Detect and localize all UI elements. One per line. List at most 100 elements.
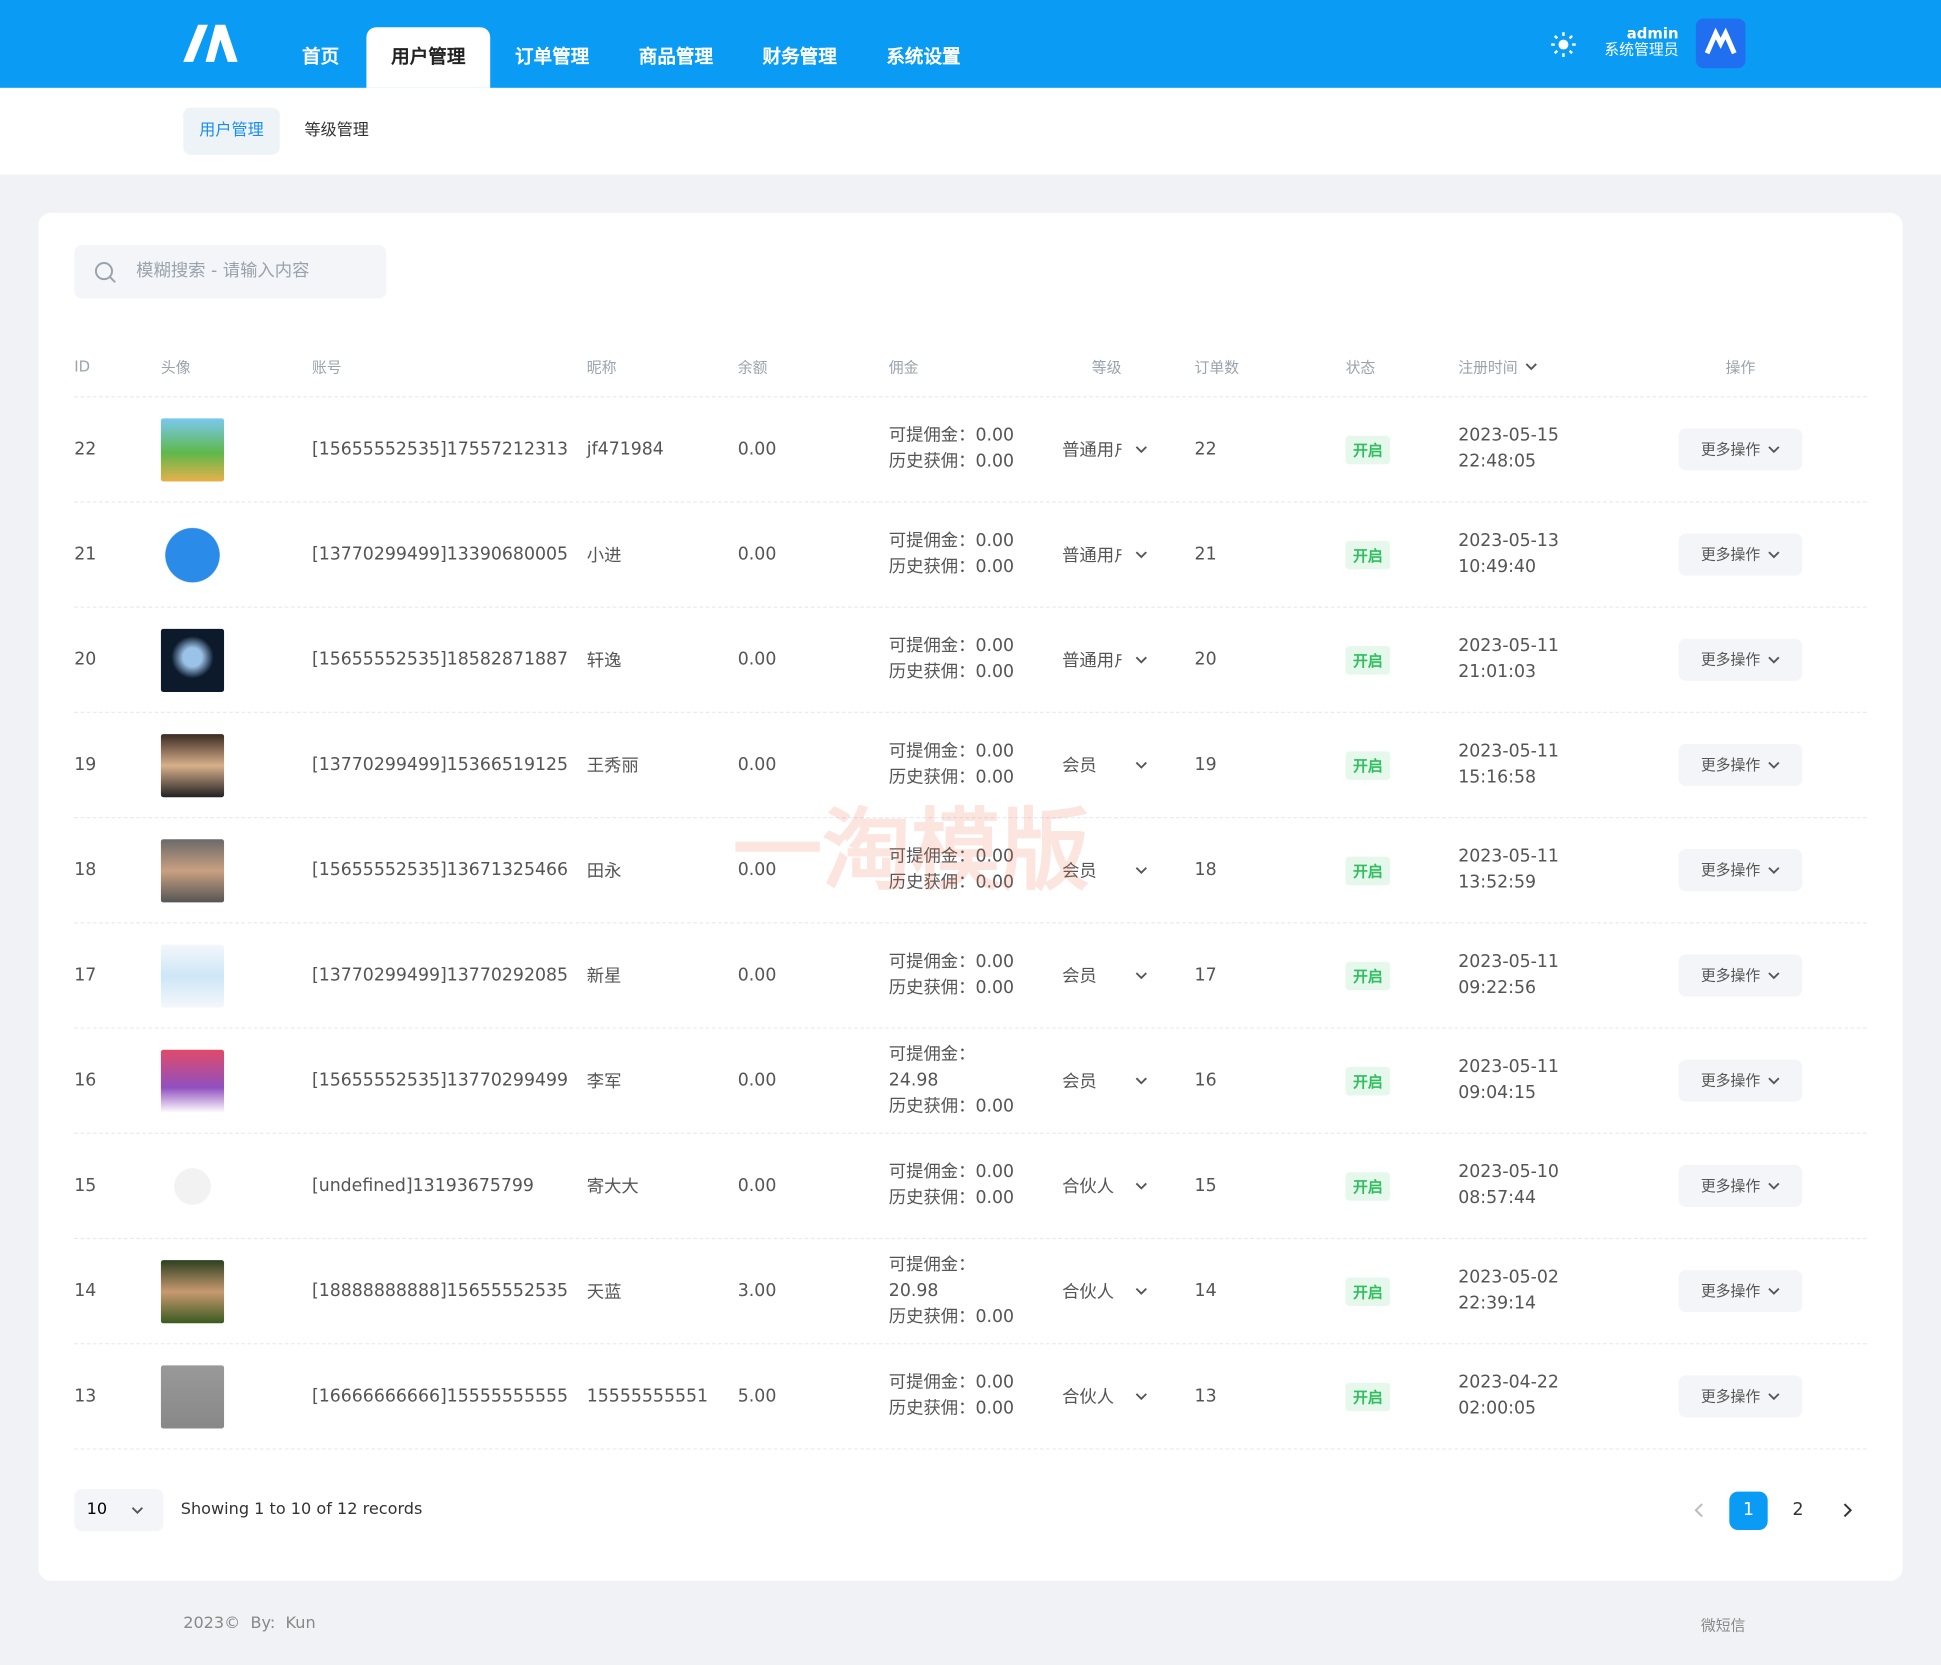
more-actions-button[interactable]: 更多操作 (1678, 638, 1803, 681)
sub-tab[interactable]: 用户管理 (183, 107, 280, 155)
register-clock: 21:01:03 (1458, 662, 1537, 683)
more-actions-button[interactable]: 更多操作 (1678, 849, 1803, 892)
search-box[interactable]: 模糊搜索 - 请输入内容 (74, 245, 387, 299)
register-time: 2023-05-15 22:48:05 (1458, 423, 1678, 475)
chevron (1768, 441, 1780, 458)
avatar-cell (160, 1049, 312, 1113)
register-date: 2023-05-11 (1458, 741, 1559, 762)
level: 会员 (1062, 966, 1097, 987)
chevron (1768, 546, 1780, 563)
nav-tab[interactable]: 财务管理 (762, 45, 837, 69)
status-cell: 开启 (1345, 1382, 1459, 1411)
column-header: 订单数 (1194, 358, 1240, 376)
avatar-image (160, 1049, 225, 1113)
level-select[interactable]: 合伙人 (1062, 1384, 1194, 1409)
more-actions-label: 更多操作 (1700, 966, 1761, 985)
commission: 可提佣金：0.00 历史获佣：0.00 (889, 529, 1023, 581)
chevron (1135, 1071, 1194, 1091)
theme-toggle[interactable] (1551, 32, 1576, 57)
chevron (1135, 966, 1194, 986)
balance: 0.00 (737, 1070, 777, 1091)
table-header: ID 头像 账号 昵称 余额 佣金 等级 订单数 状态 注册时间 操作 (74, 337, 1867, 398)
register-time: 2023-05-10 08:57:44 (1458, 1160, 1678, 1212)
level-select[interactable]: 会员 (1062, 1068, 1194, 1093)
level-select[interactable]: 会员 (1062, 753, 1194, 778)
chevron (1135, 1176, 1194, 1196)
withdrawable-label: 可提佣金： (888, 636, 976, 657)
more-actions-button[interactable]: 更多操作 (1678, 428, 1803, 471)
nav-tab[interactable]: 系统设置 (886, 45, 961, 69)
user-avatar[interactable] (1695, 18, 1746, 69)
page-size-select[interactable]: 10 (74, 1489, 164, 1532)
account: [13770299499]13770292085 (311, 965, 569, 986)
more-actions-button[interactable]: 更多操作 (1678, 954, 1803, 997)
nav-tab[interactable]: 订单管理 (514, 45, 590, 69)
withdrawable-label: 可提佣金： (888, 1372, 976, 1393)
nickname: jf471984 (586, 439, 664, 460)
table-row: 19 [13770299499]15366519125 王秀丽 0.00 可提佣金：0.… (74, 713, 1867, 819)
withdrawable-value: 0.00 (975, 636, 1015, 657)
more-actions-button[interactable]: 更多操作 (1678, 1059, 1803, 1102)
more-actions-button[interactable]: 更多操作 (1678, 1270, 1803, 1313)
more-actions-button[interactable]: 更多操作 (1678, 1375, 1803, 1418)
nav-tab[interactable]: 用户管理 (366, 27, 491, 88)
level: 会员 (1062, 1072, 1097, 1092)
earned-value: 0.00 (975, 1398, 1015, 1419)
table-row: 15 [undefined]13193675799 寄大大 0.00 可提佣金：0.00… (74, 1134, 1867, 1240)
order-count: 16 (1194, 1070, 1217, 1091)
register-date: 2023-05-13 (1458, 531, 1559, 551)
account: [undefined]13193675799 (311, 1175, 534, 1196)
avatar-image (160, 523, 225, 587)
page-button[interactable]: 1 (1729, 1491, 1768, 1531)
withdrawable-value: 0.00 (975, 951, 1015, 972)
register-date: 2023-04-22 (1458, 1372, 1559, 1393)
balance: 0.00 (737, 755, 777, 775)
level-select[interactable]: 会员 (1062, 963, 1194, 988)
earned-line: 历史获佣：0.00 (889, 975, 1023, 1001)
page-button[interactable]: 2 (1792, 1500, 1804, 1521)
level-select[interactable]: 普通用户 (1062, 542, 1194, 567)
earned-label: 历史获佣： (888, 872, 976, 893)
chevron (1135, 860, 1194, 880)
earned-line: 历史获佣：0.00 (889, 765, 1023, 791)
nav-tab[interactable]: 首页 (302, 45, 340, 69)
level-select[interactable]: 合伙人 (1062, 1174, 1194, 1199)
chevron (1768, 1072, 1780, 1089)
register-date: 2023-05-11 (1458, 951, 1559, 972)
next-page[interactable] (1839, 1502, 1854, 1519)
level: 会员 (1062, 861, 1097, 882)
register-clock: 15:16:58 (1458, 767, 1537, 788)
avatar-cell (160, 417, 312, 481)
prev-page[interactable] (1692, 1502, 1707, 1519)
commission: 可提佣金：0.00 历史获佣：0.00 (889, 844, 1023, 896)
top-bar: 首页 用户管理 订单管理 商品管理 财务管理 系统设置 admin 系统管理员 (0, 0, 1941, 88)
account: [15655552535]17557212313 (311, 439, 569, 460)
order-count: 17 (1194, 965, 1217, 986)
earned-value: 0.00 (975, 767, 1015, 788)
footer-link[interactable]: 微短信 (1700, 1616, 1746, 1635)
more-actions-button[interactable]: 更多操作 (1678, 743, 1803, 787)
level-select[interactable]: 普通用户 (1062, 437, 1194, 462)
level-select[interactable]: 普通用户 (1062, 647, 1194, 672)
register-clock: 22:39:14 (1458, 1293, 1537, 1314)
register-date: 2023-05-11 (1458, 846, 1559, 867)
more-actions-button[interactable]: 更多操作 (1678, 1164, 1803, 1207)
nickname: 15555555551 (586, 1386, 709, 1407)
avatar-cell (160, 943, 312, 1008)
status-cell: 开启 (1345, 1276, 1459, 1306)
chevron (1768, 862, 1780, 879)
level-select[interactable]: 合伙人 (1062, 1279, 1194, 1304)
withdrawable-label: 可提佣金： (888, 1162, 976, 1183)
more-actions-button[interactable]: 更多操作 (1678, 533, 1803, 576)
nav-tab[interactable]: 商品管理 (638, 45, 714, 69)
status-cell: 开启 (1345, 435, 1459, 464)
sub-tab[interactable]: 等级管理 (304, 121, 369, 140)
level-select[interactable]: 会员 (1062, 858, 1194, 883)
user-id: 20 (74, 649, 97, 670)
user-info[interactable]: admin 系统管理员 (1604, 25, 1678, 58)
commission: 可提佣金： 20.98 历史获佣：0.00 (889, 1252, 1023, 1330)
status-badge: 开启 (1345, 1171, 1391, 1201)
register-time: 2023-05-11 21:01:03 (1458, 634, 1678, 686)
register-date: 2023-05-10 (1458, 1162, 1559, 1183)
